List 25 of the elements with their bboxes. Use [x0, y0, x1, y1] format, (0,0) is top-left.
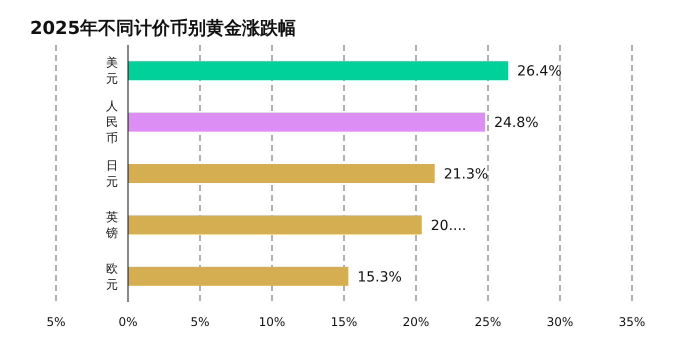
y-tick-label: 日元 — [106, 158, 118, 188]
data-label: 15.3% — [357, 269, 402, 286]
x-tick-label: 30% — [546, 315, 574, 329]
bar — [128, 215, 422, 234]
bar — [128, 61, 508, 80]
y-tick-label: 欧元 — [106, 261, 118, 292]
data-label: 21.3% — [444, 166, 488, 182]
y-tick-label: 英镑 — [105, 210, 118, 240]
x-tick-label: 5% — [190, 315, 210, 329]
bar — [128, 266, 348, 286]
chart-title: 2025年不同计价币别黄金涨跌幅 — [30, 18, 296, 39]
x-tick-label: 20% — [402, 315, 430, 329]
x-tick-label: 15% — [330, 315, 358, 329]
data-label: 26.4% — [517, 64, 562, 80]
x-tick-label: 5% — [46, 315, 66, 329]
y-tick-label: 美元 — [106, 56, 118, 86]
x-tick-label: 0% — [118, 315, 138, 329]
x-tick-label: 25% — [474, 315, 502, 329]
data-label: 24.8% — [494, 115, 539, 132]
y-tick-label: 人民币 — [106, 99, 118, 146]
data-label: 20.... — [430, 218, 466, 234]
x-tick-label: 35% — [618, 315, 646, 329]
bar — [128, 112, 486, 132]
bar — [128, 164, 435, 183]
x-tick-label: 10% — [258, 315, 286, 329]
